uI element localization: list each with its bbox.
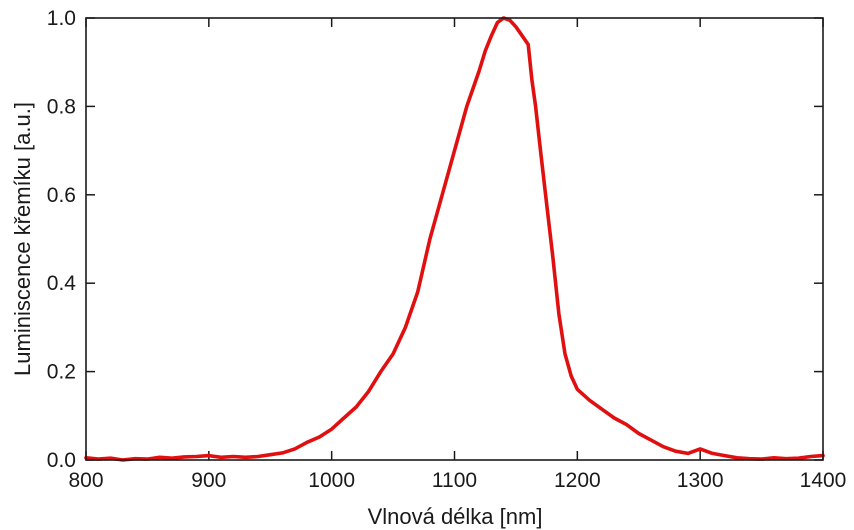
x-tick-label: 1100 [432,469,477,492]
y-tick-label: 0.4 [47,272,77,295]
y-tick-label: 0.6 [47,184,76,207]
x-tick-label: 1000 [308,469,355,492]
x-tick-label: 1400 [800,469,847,492]
y-tick-label: 0.2 [47,361,76,384]
x-axis-label: Vlnová délka [nm] [368,504,543,529]
y-tick-label: 1.0 [47,7,76,30]
y-axis-label: Luminiscence křemíku [a.u.] [10,102,35,376]
x-tick-label: 1300 [677,469,724,492]
y-tick-label: 0.0 [47,449,76,472]
x-tick-label: 900 [191,469,226,492]
x-tick-label: 1200 [554,469,601,492]
y-tick-label: 0.8 [47,95,76,118]
series-line-luminescence [84,16,825,462]
x-tick-label: 800 [68,469,103,492]
plot-frame [85,17,824,461]
